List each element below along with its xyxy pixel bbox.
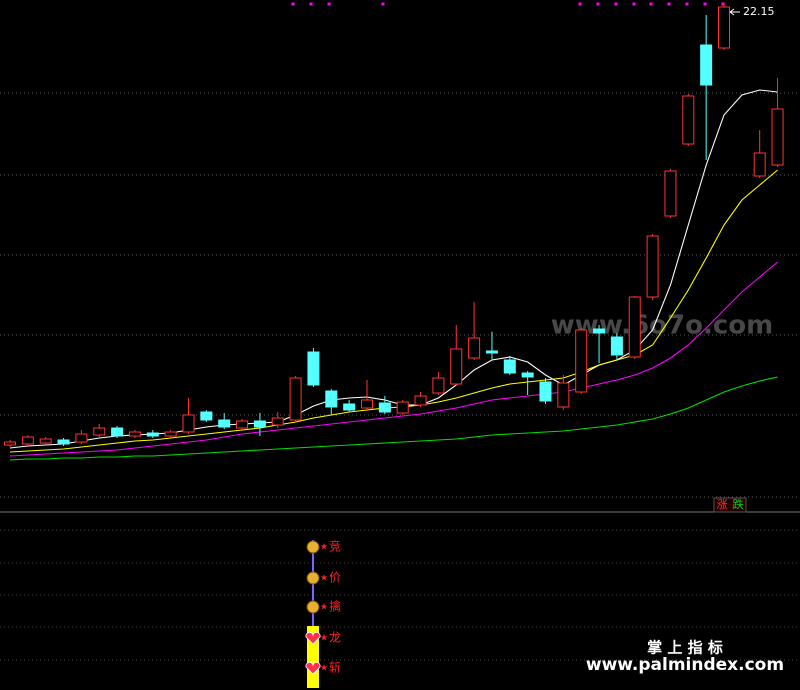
- signal-dot: [309, 2, 313, 6]
- lower-grid: [0, 529, 800, 661]
- legend-down: 跌: [733, 497, 744, 511]
- signal-dot: [667, 2, 671, 6]
- candle-body: [128, 431, 141, 437]
- money-bag-icon: [306, 540, 320, 554]
- signal-dot: [596, 2, 600, 6]
- signal-dot: [291, 2, 295, 6]
- signal-dot: [703, 2, 707, 6]
- candle-body: [289, 377, 302, 421]
- candle-body: [521, 372, 534, 378]
- moving-average: [9, 376, 778, 461]
- candle-body: [503, 359, 516, 374]
- moving-average: [9, 169, 778, 453]
- candle-body: [575, 329, 588, 393]
- candle-body: [4, 441, 16, 446]
- legend-box: [713, 497, 747, 513]
- signal-dot: [327, 2, 331, 6]
- signal-label: 龙: [329, 631, 341, 645]
- candle-body: [539, 381, 552, 402]
- signal-label: 价: [329, 571, 341, 585]
- candle-body: [111, 427, 124, 437]
- candle-body: [485, 350, 498, 354]
- signal-star: ★: [320, 574, 328, 584]
- signal-dot: [632, 2, 636, 6]
- watermark: 掌 上 指 标: [647, 639, 723, 657]
- signal-star: ★: [320, 543, 328, 553]
- heart-icon: [305, 661, 321, 675]
- max-arrow-head: [729, 8, 735, 16]
- candle-body: [646, 235, 659, 298]
- moving-average: [9, 261, 778, 457]
- candle-body: [753, 152, 766, 177]
- candle-body: [414, 395, 427, 406]
- candle-body: [253, 420, 266, 428]
- candle-body: [93, 427, 106, 436]
- signal-star: ★: [320, 634, 328, 644]
- signal-dot: [578, 2, 582, 6]
- signal-dot: [381, 2, 385, 6]
- candle-body: [450, 348, 463, 385]
- candle-body: [432, 377, 445, 394]
- signal-star: ★: [320, 603, 328, 613]
- signal-label: 斩: [329, 661, 341, 675]
- candle-body: [682, 95, 695, 145]
- watermark: www.palmindex.com: [586, 655, 784, 675]
- candle-body: [57, 439, 70, 445]
- candle-body: [628, 296, 641, 358]
- candle-body: [218, 419, 231, 428]
- candle-body: [307, 351, 320, 386]
- candle-body: [146, 432, 159, 437]
- candle-body: [718, 6, 730, 49]
- signal-dot: [649, 2, 653, 6]
- heart-icon: [305, 631, 321, 645]
- legend-up: 涨: [717, 498, 728, 511]
- candle-body: [75, 433, 88, 443]
- candle-body: [700, 44, 713, 86]
- max-label: 22.15: [743, 5, 775, 18]
- signal-label: 擒: [329, 599, 341, 614]
- signal-dot: [614, 2, 618, 6]
- candle-body: [396, 401, 409, 414]
- signal-label: 竞: [329, 540, 341, 554]
- money-bag-icon: [306, 571, 320, 585]
- candle-body: [378, 402, 391, 413]
- signal-dot: [721, 2, 725, 6]
- candle-body: [610, 336, 623, 356]
- candle-body: [343, 403, 356, 411]
- candle-body: [200, 411, 213, 421]
- candle-body: [21, 436, 34, 445]
- candle-body: [164, 431, 177, 437]
- candle-body: [557, 382, 570, 408]
- signal-star: ★: [320, 664, 328, 674]
- candle-body: [361, 399, 373, 409]
- candle-body: [468, 337, 481, 359]
- candle-body: [593, 328, 606, 334]
- candle-body: [182, 414, 195, 433]
- signal-dot: [685, 2, 689, 6]
- candle-body: [771, 108, 784, 166]
- candle-body: [325, 390, 338, 408]
- candle-body: [236, 420, 249, 429]
- candle-body: [39, 438, 52, 444]
- candle-body: [664, 170, 677, 217]
- money-bag-icon: [306, 600, 320, 614]
- candle-body: [271, 417, 284, 426]
